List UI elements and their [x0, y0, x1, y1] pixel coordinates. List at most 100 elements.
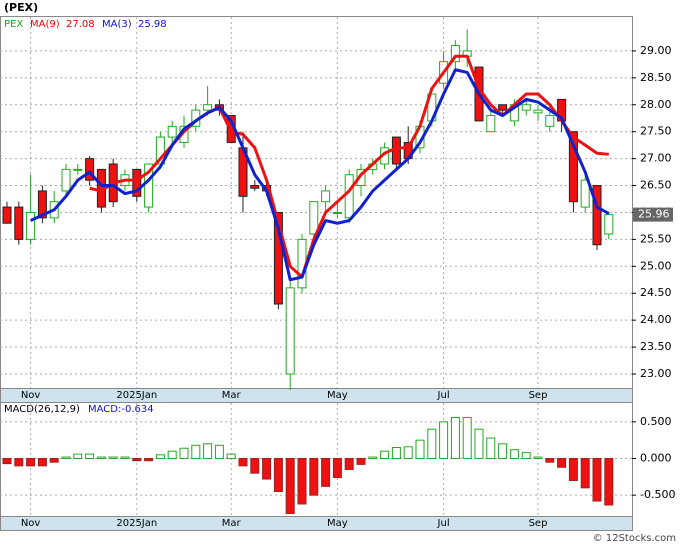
- y-tick-label: 28.00: [640, 98, 672, 111]
- candle-body: [85, 158, 95, 181]
- y-tick-label: 23.50: [640, 340, 672, 353]
- macd-bar: [61, 456, 71, 460]
- macd-bar: [450, 416, 460, 460]
- y-tick-label: 26.50: [640, 179, 672, 192]
- legend-entry: MA(9): [30, 19, 60, 30]
- macd-bar: [144, 458, 154, 462]
- candle-body: [450, 45, 460, 63]
- ticker-legend: PEX: [4, 19, 23, 30]
- candle-body: [356, 168, 366, 187]
- macd-legend: MACD:-0.634: [88, 404, 154, 415]
- candle-body: [533, 109, 543, 114]
- macd-bar: [73, 453, 83, 460]
- macd-bar: [604, 458, 614, 506]
- macd-bar: [568, 458, 578, 482]
- candle-body: [344, 174, 354, 219]
- candle-body: [568, 131, 578, 203]
- macd-bar: [403, 446, 413, 460]
- x-tick-label: Mar: [222, 518, 242, 529]
- macd-bar: [120, 456, 130, 460]
- macd-bar: [214, 444, 224, 460]
- macd-bar: [49, 458, 59, 463]
- y-tick-label: 24.00: [640, 313, 672, 326]
- legend-entry: MA(3): [102, 19, 132, 30]
- macd-bar: [14, 458, 24, 467]
- x-tick-label: 2025Jan: [116, 390, 157, 401]
- candle-body: [545, 115, 555, 127]
- legend-value: 27.08: [66, 19, 95, 30]
- macd-bar: [486, 437, 496, 460]
- candle-body: [309, 201, 319, 235]
- macd-bar: [439, 421, 449, 460]
- x-tick-label: May: [327, 518, 348, 529]
- x-axis-band: [0, 516, 633, 531]
- macd-bar: [557, 458, 567, 468]
- x-tick-label: Mar: [222, 390, 242, 401]
- x-tick-label: Nov: [21, 518, 41, 529]
- macd-bar: [297, 458, 307, 505]
- macd-bar: [368, 456, 378, 460]
- candle-body: [132, 168, 142, 197]
- ma-line: [29, 68, 610, 282]
- macd-bar: [96, 456, 106, 460]
- macd-bar: [167, 450, 177, 460]
- macd-bar: [262, 458, 272, 480]
- y-tick-label: 25.00: [640, 259, 672, 272]
- x-tick-label: May: [327, 390, 348, 401]
- macd-bar: [592, 458, 602, 502]
- chart-title: (PEX): [4, 1, 38, 14]
- macd-bar: [545, 458, 555, 463]
- candle-body: [592, 185, 602, 246]
- macd-bar: [179, 447, 189, 460]
- macd-title: MACD(26,12,9): [4, 404, 80, 415]
- candle-body: [285, 287, 295, 375]
- last-price-box: [633, 207, 673, 222]
- macd-bar: [108, 456, 118, 460]
- legend-value: 25.98: [138, 19, 167, 30]
- macd-bar: [203, 443, 213, 460]
- macd-bar: [391, 447, 401, 460]
- y-tick-label: 0.500: [640, 415, 672, 428]
- macd-bar: [533, 456, 543, 460]
- macd-bar: [191, 444, 201, 460]
- macd-bar: [332, 458, 342, 479]
- y-tick-label: 0.000: [640, 452, 672, 465]
- x-tick-label: Jul: [437, 518, 450, 529]
- x-tick-label: Sep: [529, 390, 548, 401]
- macd-bar: [427, 428, 437, 460]
- candle-body: [37, 190, 47, 219]
- watermark: © 12Stocks.com: [593, 533, 676, 544]
- candle-body: [273, 211, 283, 305]
- candle-body: [203, 104, 213, 111]
- candle-body: [26, 211, 36, 240]
- macd-bar: [309, 458, 319, 496]
- candle-body: [332, 211, 342, 214]
- macd-bar: [37, 458, 47, 467]
- x-tick-label: Nov: [21, 390, 41, 401]
- macd-bar: [580, 458, 590, 489]
- candle-body: [580, 179, 590, 208]
- candle-body: [73, 168, 83, 171]
- candle-body: [2, 206, 12, 224]
- y-tick-label: 25.50: [640, 232, 672, 245]
- macd-bar: [344, 458, 354, 471]
- macd-bar: [132, 458, 142, 462]
- y-tick-label: -0.500: [640, 488, 675, 501]
- macd-bar: [474, 428, 484, 460]
- candle-body: [321, 190, 331, 203]
- macd-bar: [250, 458, 260, 474]
- macd-bar: [273, 458, 283, 493]
- macd-bar: [462, 416, 472, 460]
- macd-bar: [155, 454, 165, 460]
- x-tick-label: 2025Jan: [116, 518, 157, 529]
- macd-bar: [498, 443, 508, 460]
- macd-bar: [238, 458, 248, 467]
- candle-body: [14, 206, 24, 240]
- macd-bar: [2, 458, 12, 465]
- macd-bar: [226, 453, 236, 460]
- candle-body: [498, 104, 508, 111]
- macd-bar: [415, 439, 425, 460]
- macd-bar: [521, 452, 531, 460]
- macd-bar: [85, 453, 95, 460]
